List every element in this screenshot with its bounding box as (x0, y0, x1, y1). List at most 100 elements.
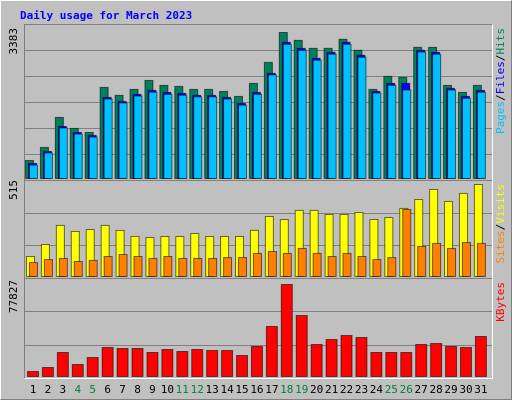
x-tick-label: 11 (176, 383, 189, 396)
bar (148, 257, 158, 277)
x-tick-label: 6 (104, 383, 111, 396)
legend: KBytes (494, 282, 507, 322)
bar (280, 284, 293, 377)
bar (387, 257, 397, 278)
x-tick-label: 16 (250, 383, 263, 396)
bar (297, 49, 307, 180)
bar (223, 98, 233, 179)
x-tick-label: 24 (370, 383, 384, 396)
x-tick-label: 20 (310, 383, 323, 396)
bar (355, 336, 368, 378)
bar (312, 252, 322, 277)
bar (461, 97, 471, 179)
x-tick-label: 14 (220, 383, 234, 396)
bar (116, 347, 129, 377)
bar (265, 325, 278, 378)
bar (193, 96, 203, 179)
bar (178, 257, 188, 277)
x-tick-label: 9 (149, 383, 156, 396)
bar (372, 259, 382, 277)
bar (131, 347, 144, 377)
bar (402, 209, 412, 277)
x-tick-label: 5 (89, 383, 96, 396)
bar (417, 51, 427, 179)
bar (402, 89, 412, 179)
x-tick-label: 26 (400, 383, 413, 396)
x-tick-label: 15 (235, 383, 248, 396)
bar (101, 346, 114, 378)
bar (73, 260, 83, 277)
bar (29, 262, 38, 277)
x-tick-label: 25 (385, 383, 398, 396)
panel-bevel-dark (24, 278, 493, 379)
legend-entry: Pages (494, 101, 507, 134)
bar (58, 257, 68, 277)
bar (27, 370, 39, 377)
bar (312, 59, 322, 180)
bar (161, 348, 174, 377)
y-max-label: 515 (7, 180, 20, 200)
x-tick-label: 27 (415, 383, 428, 396)
x-tick-label: 30 (459, 383, 472, 396)
legend-entry: KBytes (494, 282, 507, 322)
bar (238, 104, 248, 179)
legend-entry: Hits (494, 28, 507, 55)
bar (400, 351, 413, 377)
bar (282, 43, 292, 180)
bar (370, 351, 383, 377)
chart-title: Daily usage for March 2023 (20, 9, 192, 22)
bar (459, 346, 472, 378)
bar (476, 242, 486, 278)
bar (250, 345, 263, 378)
bar (474, 335, 487, 378)
bar (41, 366, 54, 377)
bar (447, 89, 457, 179)
bar (417, 245, 427, 277)
x-tick-label: 3 (60, 383, 67, 396)
bar (447, 247, 457, 278)
bar (461, 242, 471, 278)
bar (357, 56, 367, 180)
legend-entry: Sites (494, 230, 507, 263)
x-tick-label: 2 (45, 383, 52, 396)
x-tick-label: 1 (30, 383, 37, 396)
legend-entry: Visits (494, 184, 507, 224)
panel-bevel-light (24, 278, 493, 379)
bar (43, 259, 53, 277)
bar (176, 350, 189, 377)
x-tick-label: 10 (161, 383, 174, 396)
bar (221, 349, 234, 377)
bar (29, 164, 38, 179)
x-tick-label: 22 (340, 383, 353, 396)
bar (103, 98, 113, 179)
bar (327, 255, 337, 277)
bar (252, 93, 262, 179)
bar (295, 314, 308, 378)
x-tick-label: 17 (265, 383, 278, 396)
bar (252, 252, 262, 277)
bar (103, 255, 113, 277)
bar (372, 92, 382, 179)
bar (133, 255, 143, 277)
bar (430, 342, 443, 378)
legend-entry: Files (494, 61, 507, 94)
bar (415, 343, 428, 378)
bar (88, 136, 98, 180)
y-max-label: 3383 (7, 28, 20, 55)
legend-separator: / (494, 224, 507, 231)
x-tick-label: 31 (474, 383, 487, 396)
bar (88, 259, 98, 278)
x-tick-label: 8 (134, 383, 141, 396)
bar (73, 133, 83, 179)
bar (432, 242, 442, 278)
bar (71, 363, 84, 378)
legend: Pages/Files/Hits (494, 28, 507, 134)
bar (236, 354, 249, 378)
bar (133, 95, 143, 179)
bar (208, 257, 218, 277)
x-tick-label: 19 (295, 383, 308, 396)
bar (267, 250, 277, 278)
bar (206, 349, 219, 377)
bar (193, 257, 203, 277)
